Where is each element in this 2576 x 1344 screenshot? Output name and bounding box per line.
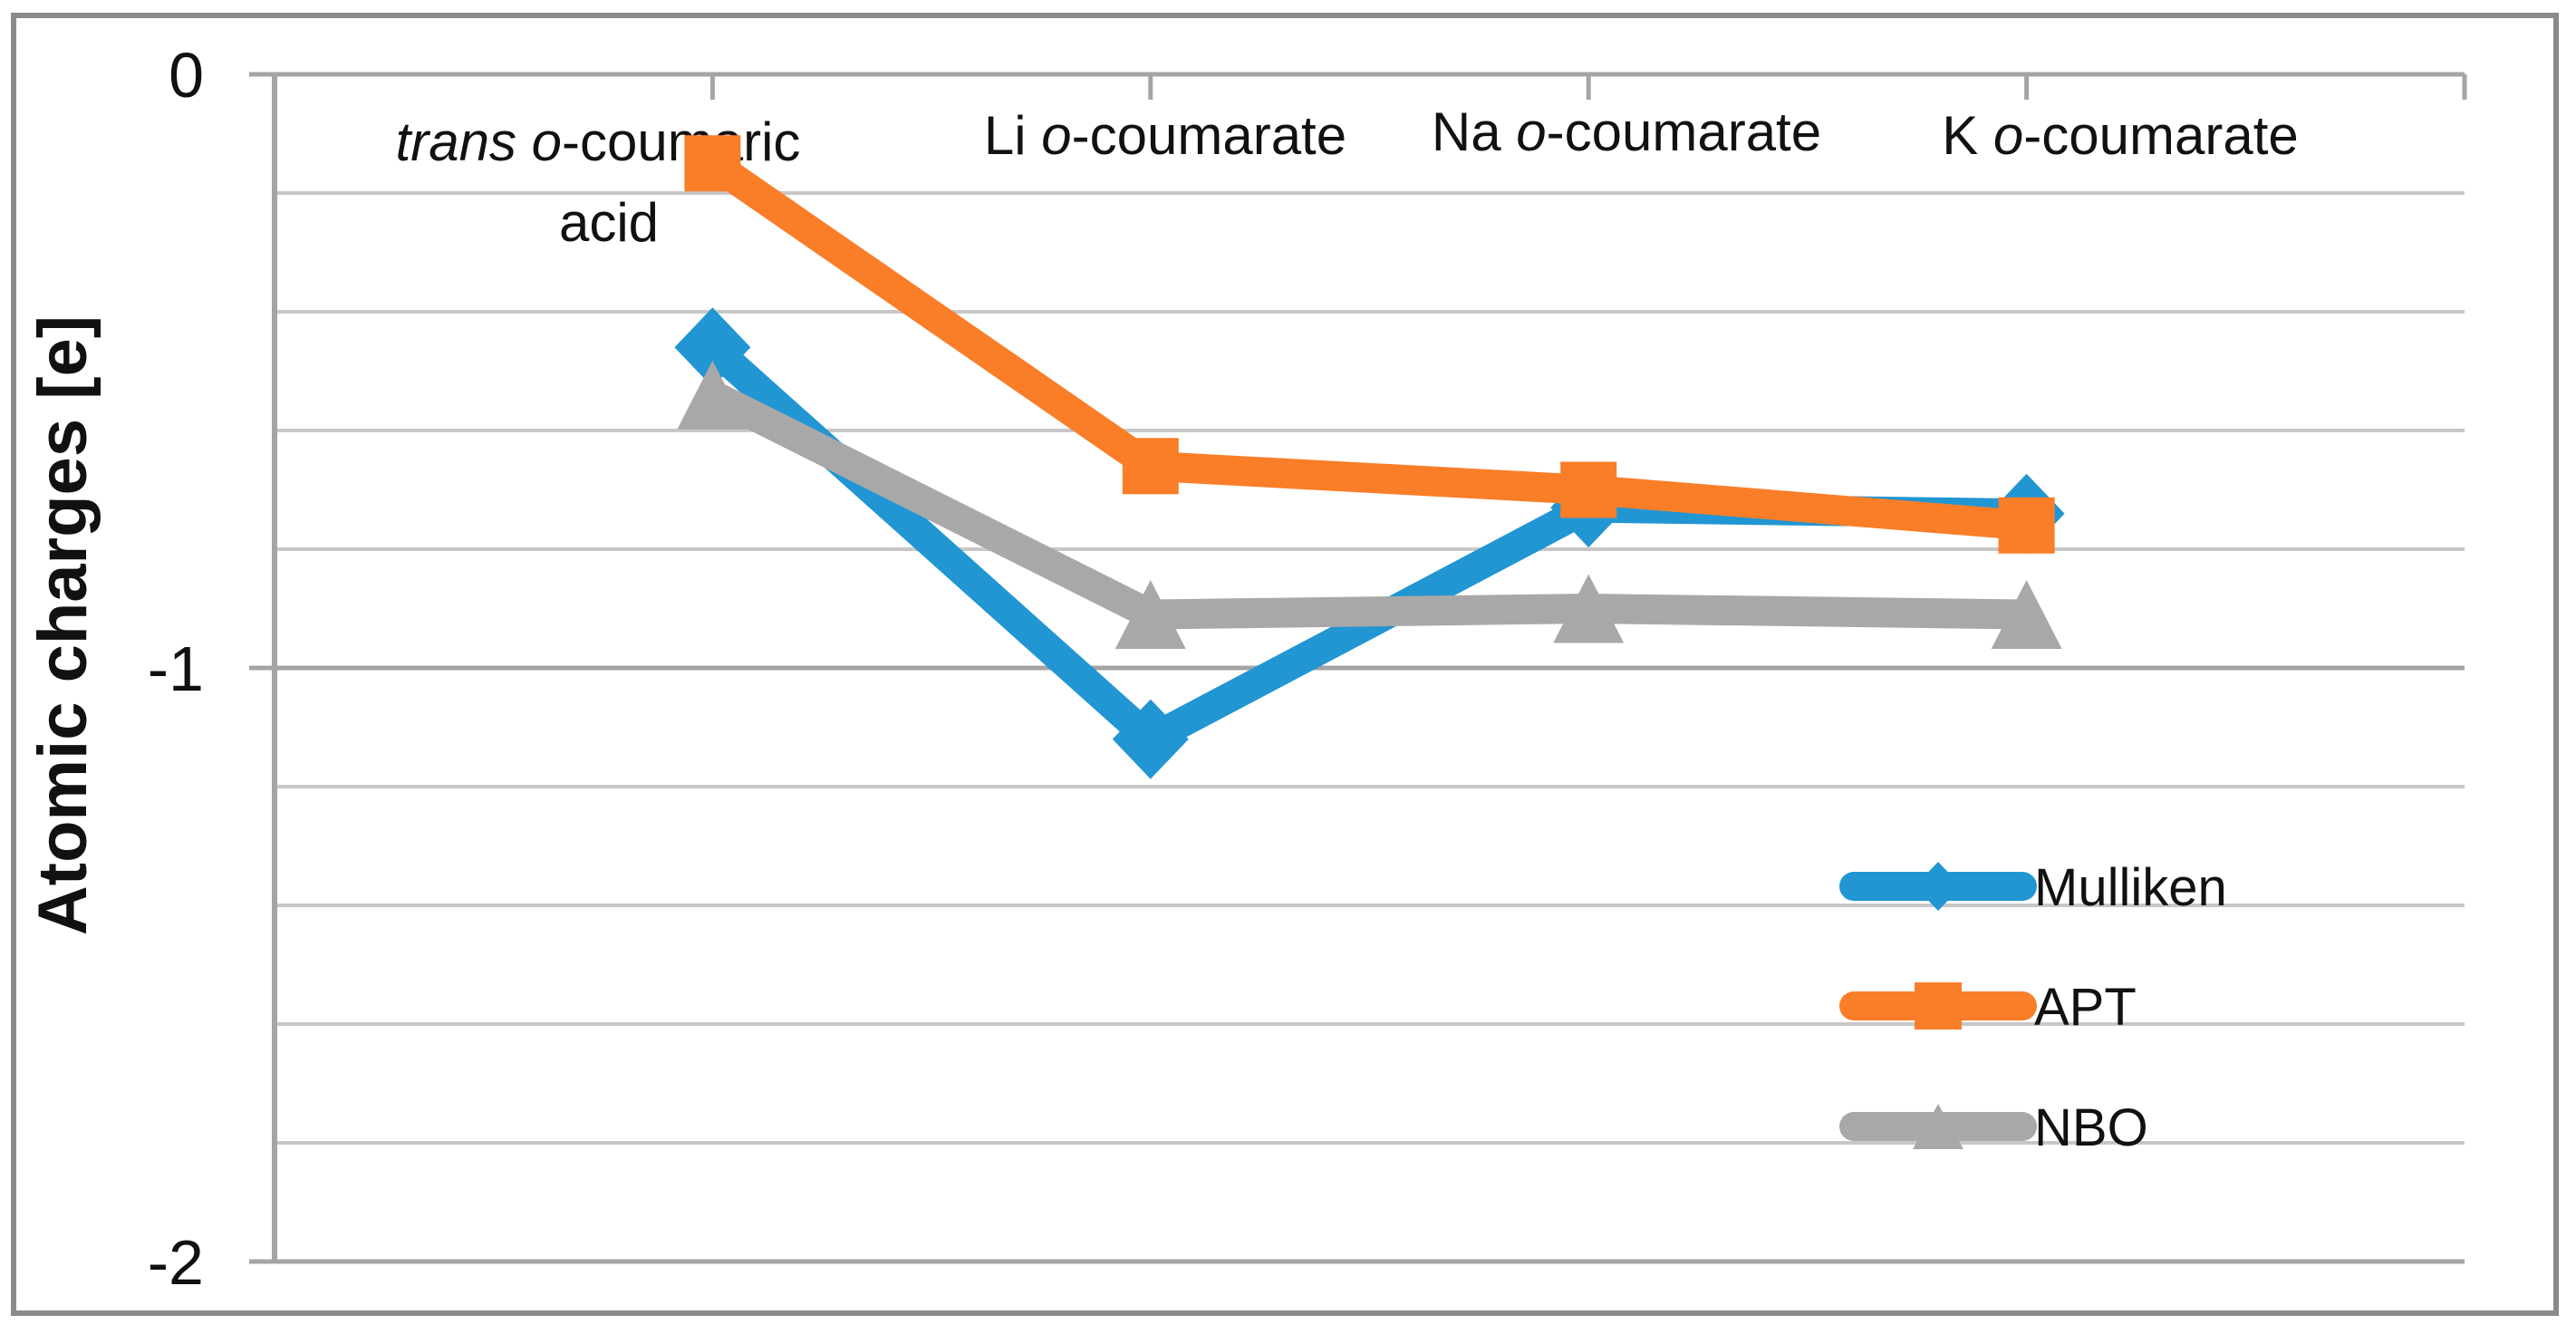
category-label-1: acid <box>559 192 659 253</box>
category-label-3: Na o-coumarate <box>1432 102 1821 162</box>
series-line-mulliken <box>702 336 2027 758</box>
marker-apt-3 <box>1560 461 1617 518</box>
category-label-1: trans o-coumaric <box>396 111 801 172</box>
y-tick-label: -2 <box>148 1227 204 1298</box>
minor-gridlines <box>275 191 2465 1145</box>
marker-nbo-2 <box>1114 580 1186 650</box>
legend-marker-diamond-icon <box>1915 862 1962 911</box>
category-label-2: Li o-coumarate <box>984 105 1346 166</box>
series-line-nbo <box>706 381 2027 630</box>
marker-nbo-3 <box>1553 574 1625 643</box>
legend-marker-triangle-icon <box>1913 1104 1963 1149</box>
legend: Mulliken APT NBO <box>1839 858 2227 1157</box>
legend-item-mulliken: Mulliken <box>1839 858 2227 917</box>
series-apt <box>684 135 2055 554</box>
legend-label-mulliken: Mulliken <box>2034 858 2227 917</box>
series-line-apt <box>704 150 2028 541</box>
legend-marker-square-icon <box>1915 982 1962 1030</box>
marker-apt-4 <box>1998 497 2055 554</box>
marker-nbo-1 <box>677 360 748 430</box>
major-gridlines: 0 -1 -2 <box>148 40 2465 1298</box>
series-group <box>674 135 2065 779</box>
figure-border <box>11 13 2559 1316</box>
marker-apt-1 <box>684 135 741 192</box>
legend-label-nbo: NBO <box>2034 1098 2148 1157</box>
series-mulliken <box>674 307 2065 779</box>
legend-item-apt: APT <box>1839 978 2137 1037</box>
y-tick-label: 0 <box>169 40 204 111</box>
y-tick-label: -1 <box>148 633 204 704</box>
category-label-4: K o-coumarate <box>1942 105 2299 166</box>
series-nbo <box>677 360 2062 650</box>
y-axis-title: Atomic charges [e] <box>24 315 101 935</box>
legend-item-nbo: NBO <box>1839 1098 2148 1157</box>
marker-apt-2 <box>1122 438 1179 495</box>
marker-mulliken-1 <box>674 307 751 388</box>
category-labels: trans o-coumaric acid Li o-coumarate Na o-c… <box>396 102 2299 253</box>
marker-nbo-4 <box>1991 580 2062 650</box>
marker-mulliken-2 <box>1112 699 1189 779</box>
x-axis-ticks <box>709 74 2467 100</box>
legend-label-apt: APT <box>2034 978 2137 1037</box>
